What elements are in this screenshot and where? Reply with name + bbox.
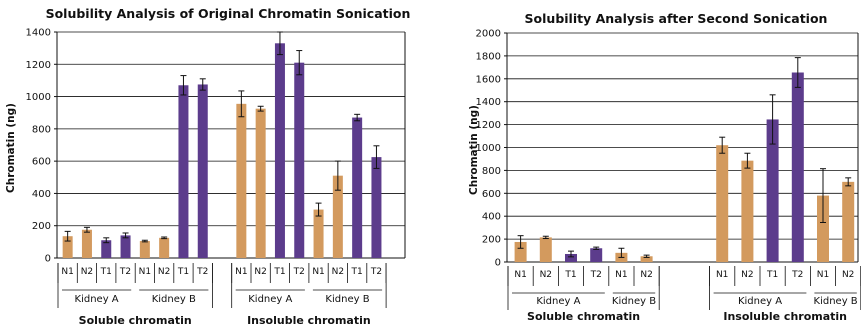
chart1-section-label: Soluble chromatin — [79, 314, 192, 327]
chart-original-sonication: Solubility Analysis of Original Chromati… — [5, 6, 410, 327]
chart1-ylabel: Chromatin (ng) — [5, 103, 17, 193]
chart1-category-label: N1 — [235, 267, 247, 277]
chart1-bar — [274, 43, 285, 258]
chart1-ytick-label: 600 — [32, 157, 51, 168]
chart2-group-label: Kidney A — [536, 296, 580, 307]
chart2-category-label: T2 — [590, 270, 602, 280]
chart2-bar — [842, 181, 855, 262]
chart1-bar — [62, 236, 73, 258]
chart2-title: Solubility Analysis after Second Sonicat… — [525, 11, 828, 26]
chart1-category-label: T2 — [293, 267, 305, 277]
chart1-ytick-label: 800 — [32, 124, 51, 135]
chart2-category-label: T1 — [766, 270, 778, 280]
chart2-ytick-label: 1600 — [476, 74, 501, 85]
chart1-category-label: N2 — [332, 267, 344, 277]
chart2-group-label: Kidney B — [814, 296, 858, 307]
chart1-category-label: T2 — [370, 267, 382, 277]
chart2-section-label: Insoluble chromatin — [723, 310, 847, 323]
chart1-bar — [313, 209, 324, 258]
chart2-category-label: T2 — [791, 270, 803, 280]
chart1-ytick-label: 0 — [45, 254, 51, 265]
chart1-category-label: N1 — [139, 267, 151, 277]
chart1-category-label: N2 — [81, 267, 93, 277]
chart2-ytick-label: 0 — [495, 258, 501, 269]
chart2-bar — [640, 256, 653, 262]
chart1-group-label: Kidney B — [152, 294, 196, 305]
chart2-bar — [565, 253, 577, 262]
chart1-bar — [255, 108, 266, 258]
chart2-ytick-label: 800 — [482, 166, 501, 177]
chart1-ytick-label: 400 — [32, 189, 51, 200]
chart2-ytick-label: 1400 — [476, 97, 501, 108]
chart1-category-label: T2 — [196, 267, 208, 277]
chart1-bar — [159, 237, 170, 258]
chart1-group-label: Kidney A — [75, 294, 119, 305]
chart2-category-label: T1 — [564, 270, 576, 280]
chart2-group-label: Kidney B — [612, 296, 656, 307]
chart2-bar — [539, 237, 552, 262]
chart2-bar — [514, 241, 527, 262]
chart1-bar — [120, 235, 131, 258]
chart1-category-label: T1 — [273, 267, 285, 277]
chart1-category-label: N2 — [158, 267, 170, 277]
chart1-category-label: T1 — [100, 267, 112, 277]
chart1-category-label: N2 — [254, 267, 266, 277]
chart2-ytick-label: 2000 — [476, 29, 501, 40]
chart2-bar — [741, 160, 754, 262]
chart2-ytick-label: 600 — [482, 189, 501, 200]
chart1-bar — [139, 241, 150, 258]
chart2-ylabel: Chromatin (ng) — [468, 105, 480, 195]
chart2-category-label: N1 — [615, 270, 627, 280]
chart2-category-label: N2 — [540, 270, 552, 280]
chart1-group-label: Kidney A — [248, 294, 292, 305]
chart1-category-label: T2 — [119, 267, 131, 277]
chart1-bar — [236, 103, 247, 258]
chart2-ytick-label: 1000 — [476, 143, 501, 154]
chart2-ytick-label: 200 — [482, 235, 501, 246]
chart1-group-label: Kidney B — [325, 294, 369, 305]
chart2-group-label: Kidney A — [738, 296, 782, 307]
chart1-bar — [371, 157, 382, 258]
chart1-bar — [197, 84, 208, 258]
chart2-ytick-label: 400 — [482, 212, 501, 223]
chart2-category-label: N1 — [716, 270, 728, 280]
chart1-category-label: T1 — [351, 267, 363, 277]
chart2-bar — [590, 248, 603, 262]
chart2-bar — [817, 195, 829, 262]
chart1-category-label: N1 — [61, 267, 73, 277]
chart1-bar — [332, 175, 343, 258]
chart1-bar — [352, 117, 363, 258]
chart1-category-label: T1 — [177, 267, 189, 277]
chart2-bar — [766, 119, 779, 262]
chart2-category-label: N1 — [817, 270, 829, 280]
chart2-section-label: Soluble chromatin — [527, 310, 640, 323]
chart2-ytick-label: 1200 — [476, 120, 501, 131]
chart2-category-label: N2 — [842, 270, 854, 280]
chart1-ytick-label: 1000 — [26, 92, 51, 103]
chart1-bar — [81, 229, 92, 258]
chart1-section-label: Insoluble chromatin — [247, 314, 371, 327]
chart2-category-label: N2 — [741, 270, 753, 280]
chart2-bar — [716, 145, 729, 262]
chart1-bar — [101, 240, 112, 258]
chart2-ytick-label: 1800 — [476, 51, 501, 62]
chart2-category-label: N2 — [640, 270, 652, 280]
chart2-bar — [791, 72, 804, 262]
chart1-ytick-label: 200 — [32, 221, 51, 232]
chart1-category-label: N1 — [312, 267, 324, 277]
chart1-ytick-label: 1200 — [26, 60, 51, 71]
chart1-bar — [294, 62, 305, 258]
chart1-bar — [178, 85, 189, 259]
chart-second-sonication: Solubility Analysis after Second Sonicat… — [468, 11, 861, 323]
chart2-category-label: N1 — [514, 270, 526, 280]
chart1-ytick-label: 1400 — [26, 28, 51, 39]
chart1-title: Solubility Analysis of Original Chromati… — [46, 6, 411, 21]
